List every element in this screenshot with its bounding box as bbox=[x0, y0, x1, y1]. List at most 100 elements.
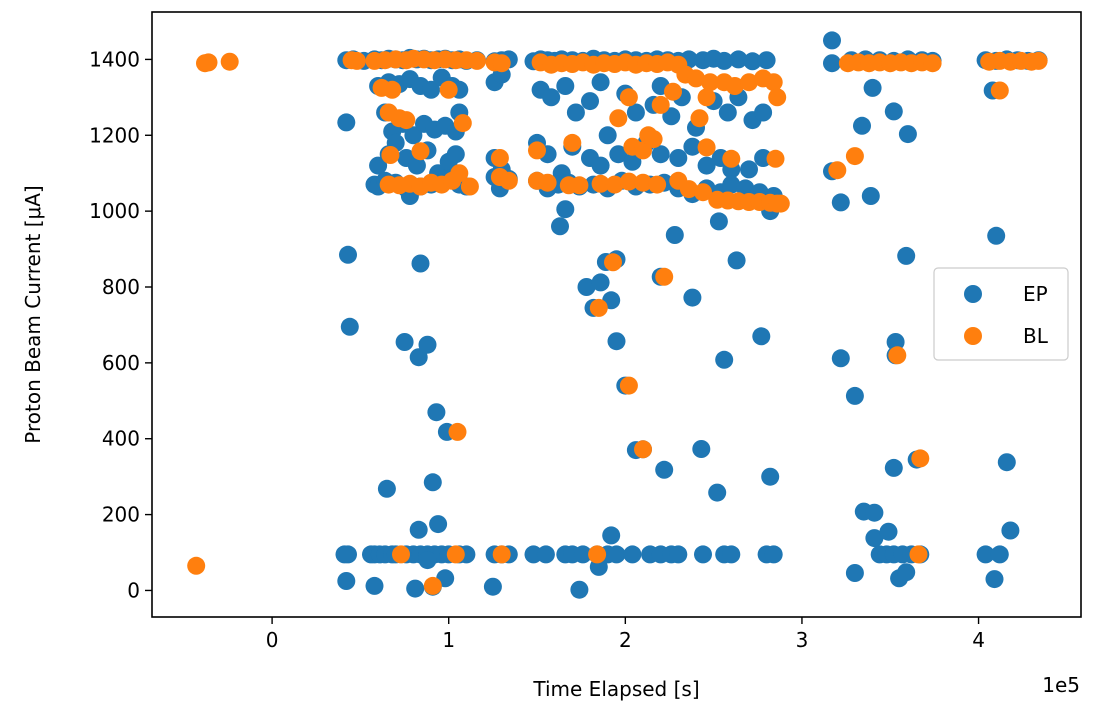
point-bl bbox=[619, 376, 638, 395]
point-bl bbox=[634, 141, 652, 160]
point-bl bbox=[538, 173, 557, 192]
point-bl bbox=[397, 111, 416, 130]
point-ep bbox=[823, 31, 841, 50]
point-bl bbox=[423, 576, 442, 595]
point-bl bbox=[828, 161, 847, 180]
point-ep bbox=[339, 545, 357, 564]
series-bl bbox=[187, 49, 1048, 595]
point-bl bbox=[766, 149, 785, 168]
point-bl bbox=[634, 173, 652, 192]
point-bl bbox=[609, 109, 628, 128]
point-ep bbox=[708, 483, 727, 502]
point-ep bbox=[623, 152, 642, 171]
point-bl bbox=[605, 175, 624, 194]
point-ep bbox=[754, 103, 773, 122]
point-ep bbox=[556, 200, 575, 219]
point-ep bbox=[715, 350, 734, 369]
point-bl bbox=[450, 164, 469, 183]
point-ep bbox=[709, 212, 728, 231]
point-bl bbox=[220, 52, 239, 71]
point-ep bbox=[598, 126, 617, 145]
point-bl bbox=[199, 53, 218, 72]
point-ep bbox=[884, 458, 903, 477]
point-ep bbox=[573, 545, 592, 564]
point-ep bbox=[740, 160, 758, 179]
point-ep bbox=[662, 107, 681, 126]
legend-box bbox=[933, 267, 1069, 361]
point-ep bbox=[377, 479, 396, 498]
point-bl bbox=[589, 298, 608, 317]
point-ep bbox=[395, 333, 414, 351]
point-bl bbox=[768, 88, 787, 107]
point-bl bbox=[911, 449, 930, 468]
point-bl bbox=[687, 69, 705, 88]
point-bl bbox=[923, 54, 942, 73]
x-axis-label: Time Elapsed [s] bbox=[532, 677, 699, 701]
y-tick-label: 400 bbox=[102, 427, 140, 451]
point-ep bbox=[897, 563, 916, 582]
point-bl bbox=[888, 346, 907, 365]
point-bl bbox=[740, 73, 758, 92]
point-ep bbox=[623, 545, 642, 564]
y-tick-label: 1200 bbox=[89, 123, 140, 147]
point-ep bbox=[752, 327, 771, 346]
point-bl bbox=[722, 149, 741, 168]
x-tick-label: 3 bbox=[796, 628, 809, 652]
point-bl bbox=[664, 82, 682, 101]
point-bl bbox=[725, 77, 744, 95]
point-ep bbox=[897, 246, 916, 265]
point-ep bbox=[985, 570, 1004, 589]
point-ep bbox=[404, 126, 423, 145]
points-layer bbox=[187, 31, 1048, 599]
point-bl bbox=[619, 88, 638, 107]
point-ep bbox=[422, 80, 441, 99]
point-ep bbox=[823, 54, 841, 73]
point-bl bbox=[490, 149, 509, 167]
point-ep bbox=[551, 217, 569, 236]
point-ep bbox=[722, 545, 741, 564]
point-ep bbox=[340, 317, 359, 336]
y-tick-label: 0 bbox=[127, 578, 140, 602]
point-ep bbox=[406, 579, 425, 598]
point-bl bbox=[651, 95, 670, 114]
plot-frame bbox=[151, 11, 1082, 618]
point-ep bbox=[865, 529, 884, 548]
point-ep bbox=[715, 51, 734, 70]
point-bl bbox=[528, 141, 546, 160]
point-ep bbox=[566, 103, 585, 122]
point-ep bbox=[853, 116, 871, 135]
point-ep bbox=[651, 145, 670, 164]
point-bl bbox=[697, 138, 716, 157]
point-bl bbox=[648, 175, 667, 194]
point-ep bbox=[865, 503, 884, 522]
point-ep bbox=[879, 522, 898, 541]
point-ep bbox=[831, 193, 850, 212]
y-tick-label: 1400 bbox=[89, 47, 140, 71]
point-ep bbox=[718, 103, 737, 122]
legend-marker-bl bbox=[964, 327, 982, 345]
point-bl bbox=[591, 174, 610, 193]
point-bl bbox=[448, 422, 467, 441]
point-ep bbox=[577, 278, 596, 296]
point-ep bbox=[418, 335, 437, 354]
point-ep bbox=[409, 520, 428, 539]
point-bl bbox=[764, 73, 783, 92]
point-bl bbox=[381, 146, 400, 164]
x-tick-label: 4 bbox=[972, 628, 985, 652]
point-ep bbox=[845, 386, 864, 405]
point-ep bbox=[861, 187, 880, 205]
point-bl bbox=[492, 545, 511, 564]
point-bl bbox=[187, 556, 206, 575]
point-ep bbox=[556, 77, 575, 95]
point-ep bbox=[411, 254, 430, 273]
point-ep bbox=[863, 78, 882, 97]
point-ep bbox=[697, 156, 716, 175]
point-ep bbox=[845, 564, 864, 582]
point-bl bbox=[392, 545, 410, 564]
point-bl bbox=[655, 267, 674, 286]
point-ep bbox=[570, 580, 589, 599]
point-ep bbox=[898, 125, 917, 144]
point-bl bbox=[383, 80, 402, 99]
point-bl bbox=[697, 88, 716, 107]
point-ep bbox=[365, 576, 384, 595]
